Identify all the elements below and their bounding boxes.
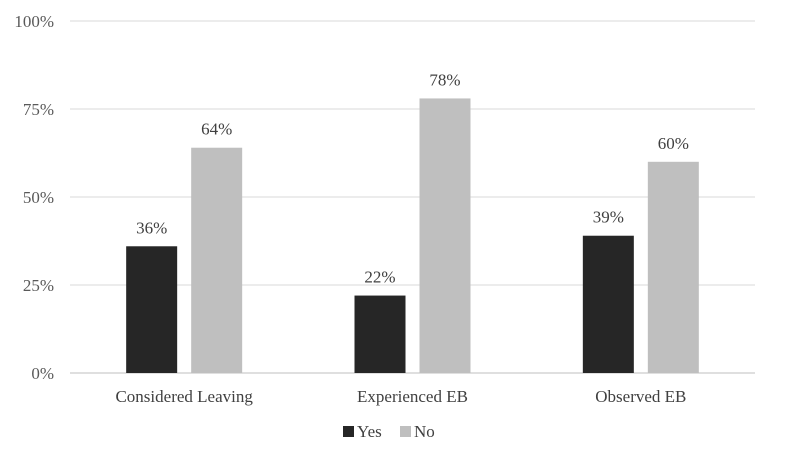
bar-no-3 xyxy=(647,161,699,373)
x-tick-label: Observed EB xyxy=(595,387,686,406)
data-label-no-1: 64% xyxy=(201,120,232,139)
bars xyxy=(126,98,699,373)
legend-label-yes: Yes xyxy=(357,422,382,441)
bar-yes-1 xyxy=(126,246,178,373)
y-tick-label: 0% xyxy=(31,364,54,383)
y-tick-label: 75% xyxy=(23,100,54,119)
data-label-yes-1: 36% xyxy=(136,218,167,237)
y-tick-label: 100% xyxy=(14,12,54,31)
x-axis-ticks: Considered Leaving Experienced EB Observed… xyxy=(115,387,686,406)
bar-no-2 xyxy=(419,98,471,373)
data-label-no-2: 78% xyxy=(429,70,460,89)
data-labels: 36% 64% 22% 78% 39% 60% xyxy=(136,70,689,286)
legend: Yes No xyxy=(343,422,435,441)
bar-no-1 xyxy=(191,147,243,373)
y-tick-label: 25% xyxy=(23,276,54,295)
gridlines xyxy=(70,20,755,374)
y-axis-ticks: 0% 25% 50% 75% 100% xyxy=(14,12,54,383)
legend-swatch-no xyxy=(400,426,411,437)
data-label-yes-2: 22% xyxy=(364,268,395,287)
legend-swatch-yes xyxy=(343,426,354,437)
bar-yes-3 xyxy=(582,235,634,373)
data-label-no-3: 60% xyxy=(658,134,689,153)
legend-label-no: No xyxy=(414,422,435,441)
x-tick-label: Experienced EB xyxy=(357,387,468,406)
x-tick-label: Considered Leaving xyxy=(115,387,253,406)
y-tick-label: 50% xyxy=(23,188,54,207)
data-label-yes-3: 39% xyxy=(593,208,624,227)
bar-yes-2 xyxy=(354,295,406,373)
